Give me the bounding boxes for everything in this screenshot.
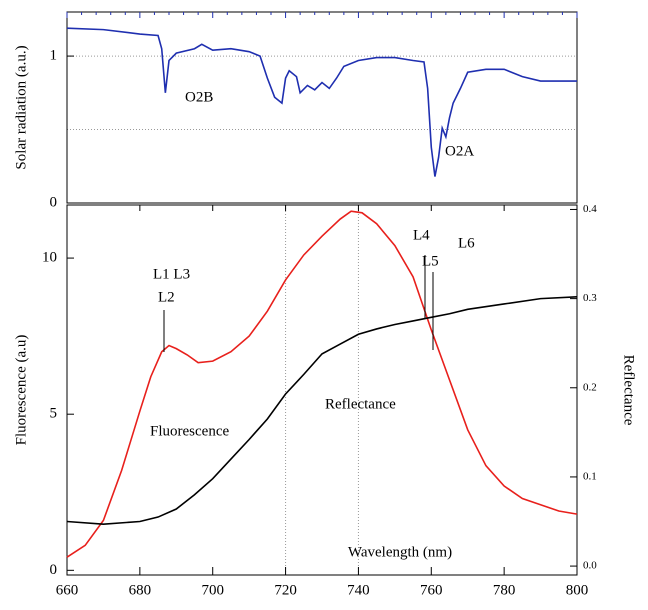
annotation: L4 (413, 227, 430, 243)
y-tick-label: 1 (50, 48, 58, 64)
annotation: L5 (422, 253, 439, 269)
x-tick-label: 740 (347, 582, 370, 598)
annotation: L6 (458, 235, 475, 251)
plot-frame (66, 11, 578, 204)
x-tick-label: 680 (129, 582, 152, 598)
annotation: O2B (185, 89, 213, 105)
y2-tick-label: 0.2 (583, 381, 597, 393)
y-tick-label: 0 (50, 562, 58, 578)
x-tick-label: 700 (201, 582, 224, 598)
x-tick-label: 760 (420, 582, 443, 598)
data-line (66, 210, 578, 558)
y2-tick-label: 0.1 (583, 470, 597, 482)
x-tick-label: 780 (493, 582, 516, 598)
x-tick-label: 660 (56, 582, 79, 598)
data-line (66, 296, 578, 525)
y-tick-label: 10 (42, 250, 57, 266)
plot-frame (66, 204, 578, 576)
y2-axis-label: Reflectance (621, 355, 637, 426)
x-tick-label: 800 (566, 582, 589, 598)
series-label: Fluorescence (150, 423, 229, 439)
y-axis-label: Solar radiation (a.u.) (13, 45, 29, 169)
x-axis-label: Wavelength (nm) (348, 544, 452, 560)
y2-tick-label: 0.3 (583, 292, 597, 304)
y-tick-label: 5 (50, 406, 58, 422)
data-line (66, 27, 577, 177)
y-axis-label: Fluorescence (a.u) (13, 335, 29, 446)
annotation: O2A (445, 143, 474, 159)
y2-tick-label: 0.0 (583, 560, 597, 572)
annotation: L1 L3 (153, 266, 190, 282)
series-label: Reflectance (325, 396, 396, 412)
x-tick-label: 720 (274, 582, 297, 598)
y2-tick-label: 0.4 (583, 203, 597, 215)
y-tick-label: 0 (50, 194, 58, 210)
annotation: L2 (158, 289, 175, 305)
